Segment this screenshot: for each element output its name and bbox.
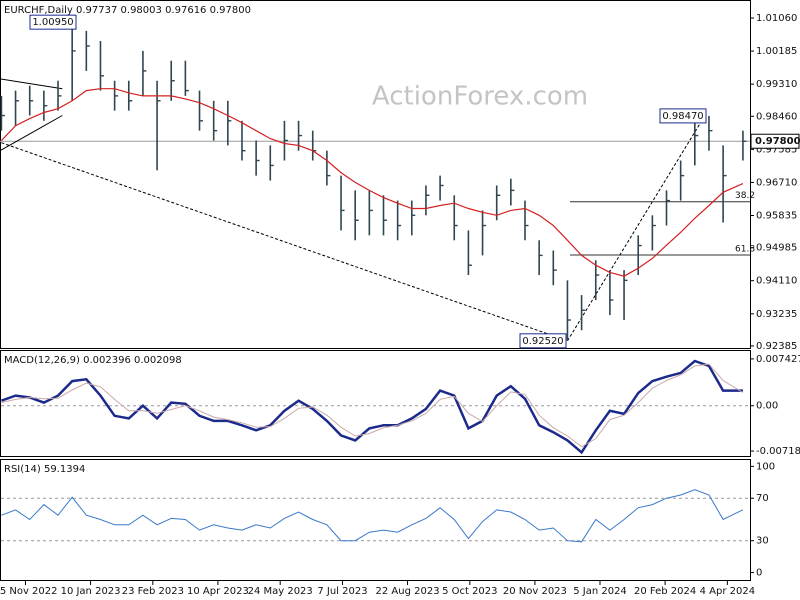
x-tick-label: 5 Jan 2024 bbox=[573, 586, 627, 597]
x-tick-label: 24 May 2023 bbox=[248, 586, 313, 597]
x-tick-label: 20 Feb 2024 bbox=[634, 586, 696, 597]
fib-label: 38.2 bbox=[735, 191, 755, 201]
x-tick-label: 10 Jan 2023 bbox=[61, 586, 121, 597]
chart-title: EURCHF,Daily 0.97737 0.98003 0.97616 0.9… bbox=[4, 5, 251, 16]
y-tick-label: 0.99310 bbox=[756, 79, 797, 90]
last-price-label: 0.97800 bbox=[755, 136, 800, 147]
x-tick-label: 25 Nov 2022 bbox=[0, 586, 58, 597]
trendline bbox=[567, 115, 706, 342]
y-tick-label: 0.96710 bbox=[756, 177, 797, 188]
y-tick-label: 70 bbox=[756, 493, 769, 504]
annotation-label: 0.92520 bbox=[522, 336, 563, 347]
y-tick-label: 0.94110 bbox=[756, 276, 797, 287]
y-tick-label: 0.93235 bbox=[756, 309, 797, 320]
price-panel bbox=[0, 0, 751, 349]
y-tick-label: 0.97585 bbox=[756, 144, 797, 155]
macd-title: MACD(12,26,9) 0.002396 0.002098 bbox=[4, 355, 182, 366]
y-tick-label: 0.00 bbox=[756, 401, 778, 412]
y-tick-label: 0.94985 bbox=[756, 243, 797, 254]
y-tick-label: 100 bbox=[756, 461, 775, 472]
x-tick-label: 10 Apr 2023 bbox=[187, 586, 249, 597]
y-tick-label: 0.98460 bbox=[756, 111, 797, 122]
rsi-title: RSI(14) 59.1394 bbox=[4, 464, 85, 475]
annotation-box bbox=[659, 108, 707, 124]
annotation-box bbox=[519, 333, 567, 349]
annotation-label: 1.00950 bbox=[32, 17, 73, 28]
x-tick-label: 7 Jul 2023 bbox=[317, 586, 367, 597]
x-tick-label: 20 Nov 2023 bbox=[503, 586, 567, 597]
y-tick-label: 30 bbox=[756, 536, 769, 547]
watermark: ActionForex.com bbox=[372, 82, 588, 112]
rsi-panel bbox=[0, 459, 751, 581]
x-tick-label: 23 Feb 2023 bbox=[122, 586, 184, 597]
moving-average bbox=[0, 88, 744, 277]
indicator-line bbox=[1, 489, 744, 543]
x-tick-label: 4 Apr 2024 bbox=[700, 586, 755, 597]
trendline bbox=[0, 115, 63, 152]
indicator-line bbox=[1, 363, 744, 448]
x-tick-label: 5 Oct 2023 bbox=[442, 586, 497, 597]
y-tick-label: 1.01060 bbox=[756, 13, 797, 24]
macd-panel bbox=[0, 350, 751, 457]
fib-label: 61.8 bbox=[735, 245, 755, 255]
trendline bbox=[0, 78, 63, 90]
annotation-box bbox=[29, 14, 77, 30]
y-tick-label: 0.92385 bbox=[756, 341, 797, 352]
y-tick-label: 1.00185 bbox=[756, 46, 797, 57]
y-tick-label: 0.007427 bbox=[756, 354, 800, 365]
y-tick-label: 0.95835 bbox=[756, 211, 797, 222]
y-tick-label: -0.007186 bbox=[756, 446, 800, 457]
y-tick-label: 0 bbox=[756, 568, 762, 579]
annotation-label: 0.98470 bbox=[662, 111, 703, 122]
indicator-line bbox=[0, 359, 743, 455]
x-tick-label: 22 Aug 2023 bbox=[376, 586, 440, 597]
last-price-box bbox=[750, 133, 800, 149]
